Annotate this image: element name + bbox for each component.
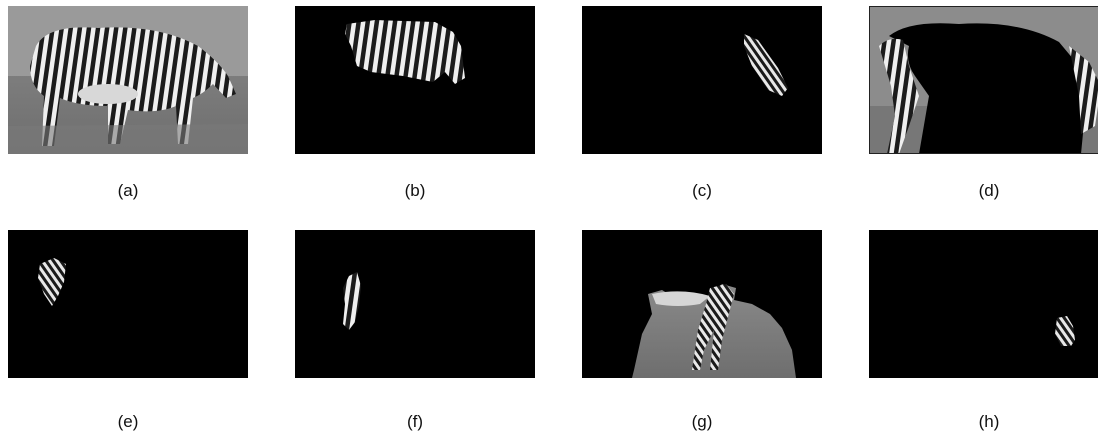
segment-image-d <box>869 6 1098 154</box>
caption-d: (d) <box>978 181 1000 200</box>
caption-g: (g) <box>691 412 713 431</box>
caption-a: (a) <box>117 181 139 200</box>
caption-f: (f) <box>406 412 424 431</box>
segment-image-b <box>295 6 535 154</box>
zebra-photo <box>8 6 248 154</box>
segment-image-g <box>582 230 822 378</box>
segment-image-f <box>295 230 535 378</box>
caption-e: (e) <box>117 412 139 431</box>
segment-image-e <box>8 230 248 378</box>
caption-h: (h) <box>978 412 1000 431</box>
segment-image-h <box>869 230 1098 378</box>
caption-c: (c) <box>692 181 712 200</box>
caption-b: (b) <box>404 181 426 200</box>
segment-image-c <box>582 6 822 154</box>
